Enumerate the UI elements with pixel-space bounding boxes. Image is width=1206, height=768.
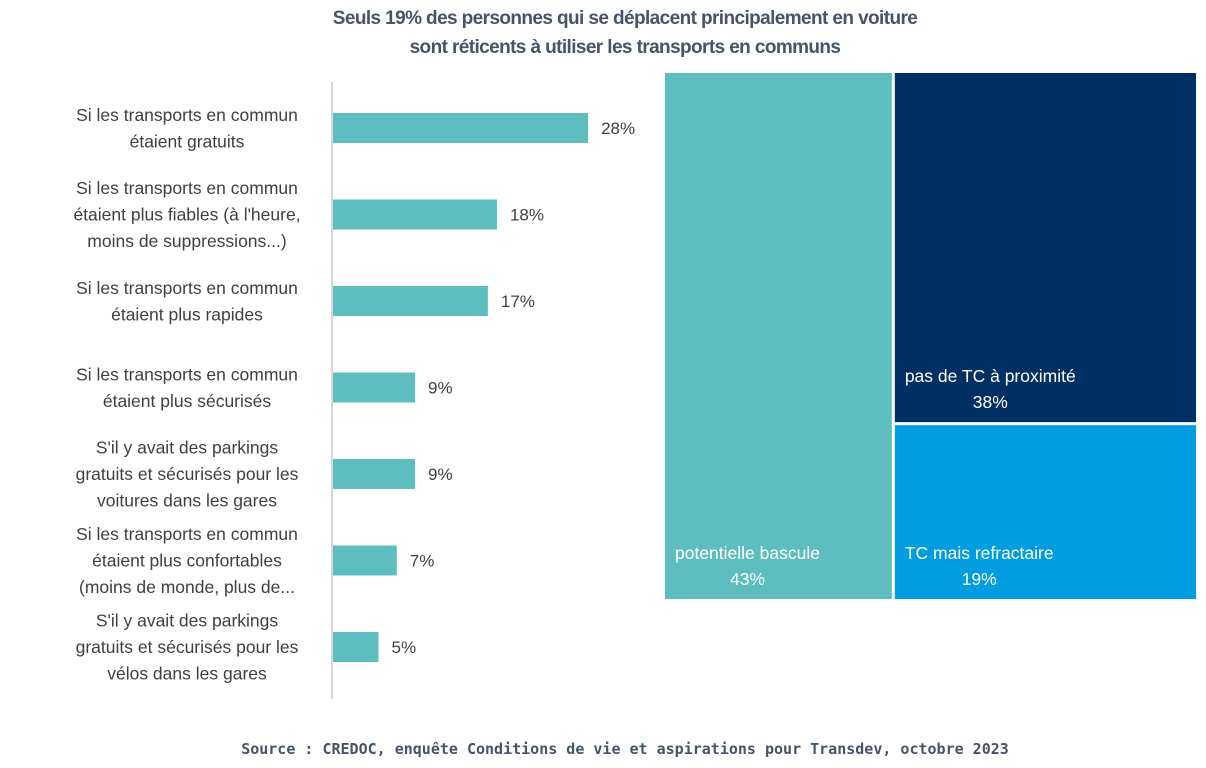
- category-label: Si les transports en commun étaient plus …: [76, 278, 298, 325]
- chart-title-line-2: sont réticents à utiliser les transports…: [409, 37, 841, 58]
- treemap-tile-label: TC mais refractaire: [905, 543, 1054, 563]
- category-label: Si les transports en commun étaient plus …: [73, 178, 300, 251]
- treemap-tile-label: potentielle bascule: [675, 543, 820, 563]
- chart-title: Seuls 19% des personnes qui se déplacent…: [0, 4, 1206, 62]
- treemap-tile-pas_tc: pas de TC à proximité 38%: [894, 73, 1196, 423]
- bar-value-label: 9%: [428, 379, 453, 398]
- source-note: Source : CREDOC, enquête Conditions de v…: [241, 740, 1009, 758]
- category-label: S'il y avait des parkings gratuits et séc…: [76, 438, 299, 511]
- category-label: Si les transports en commun étaient plus …: [76, 364, 298, 411]
- bar: [333, 459, 415, 489]
- treemap-tile-label: pas de TC à proximité: [905, 366, 1076, 386]
- category-label: S'il y avait des parkings gratuits et séc…: [76, 611, 299, 684]
- treemap-tile-rect: [894, 73, 1196, 423]
- bar: [333, 286, 488, 316]
- treemap-tile-value: 43%: [730, 569, 765, 589]
- treemap-tile-refractaire: TC mais refractaire 19%: [894, 425, 1196, 599]
- bar-value-label: 18%: [510, 206, 544, 225]
- category-label: Si les transports en commun étaient plus …: [76, 524, 298, 597]
- treemap-tile-rect: [665, 73, 892, 599]
- bar-value-label: 28%: [601, 119, 635, 138]
- treemap-tile-rect: [894, 425, 1196, 599]
- treemap-tile-potentielle: potentielle bascule 43%: [665, 73, 892, 599]
- chart-title-line-1: Seuls 19% des personnes qui se déplacent…: [332, 8, 918, 29]
- bar: [333, 372, 415, 403]
- bar: [333, 632, 379, 662]
- treemap-tile-value: 19%: [962, 569, 997, 589]
- bar-value-label: 17%: [501, 292, 535, 311]
- bar-value-label: 7%: [410, 552, 435, 571]
- bar: [333, 199, 497, 230]
- bar: [333, 113, 589, 143]
- bar-value-label: 9%: [428, 465, 453, 484]
- bar-value-label: 5%: [392, 638, 417, 657]
- bar: [333, 545, 397, 576]
- treemap-tile-value: 38%: [973, 392, 1008, 412]
- category-label: Si les transports en commun étaient gratu…: [76, 105, 298, 152]
- bar-chart: 28% Si les transports en commun étaient gr…: [73, 82, 635, 699]
